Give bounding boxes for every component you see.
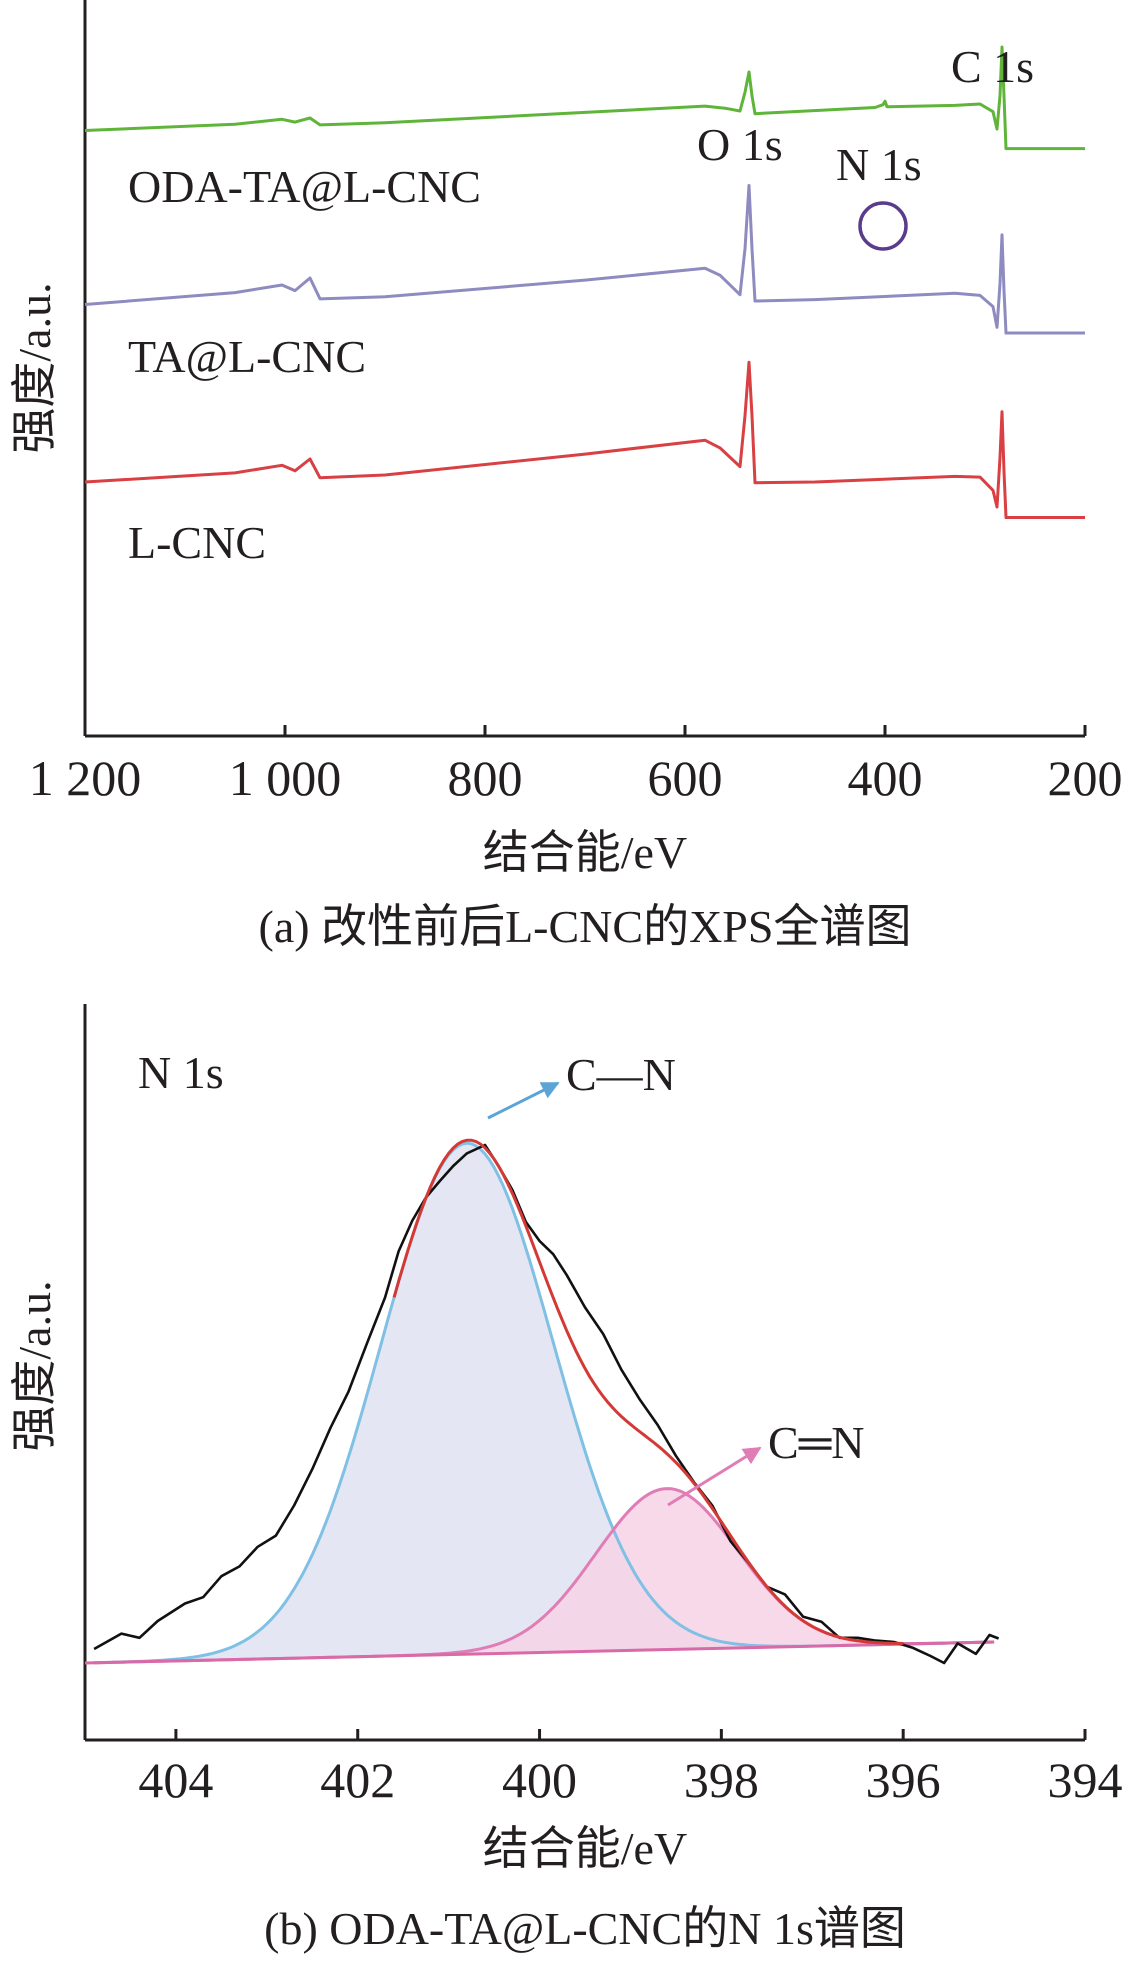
panel-a-annotation-c1s: C 1s [951, 41, 1034, 92]
panel-b-ticks: 404 402 400 398 396 394 [138, 1729, 1123, 1808]
panel-b-cn-label: C—N [566, 1049, 676, 1100]
panel-b-peak-c-dbl-n-fill [94, 1488, 995, 1663]
panel-a-x-tick-label: 200 [1048, 750, 1123, 806]
panel-b-peak-fills [94, 1143, 995, 1663]
panel-b-cn-arrow [487, 1081, 560, 1120]
panel-b-x-tick-label: 396 [866, 1752, 941, 1808]
panel-a-n1s-marker-circle [858, 201, 908, 251]
panel-b-xlabel: 结合能/eV [483, 1823, 687, 1874]
panel-b-caption: (b) ODA-TA@L-CNC的N 1s谱图 [264, 1903, 906, 1954]
panel-b-x-tick-label: 400 [502, 1752, 577, 1808]
panel-b-cdn-label: C═N [768, 1417, 865, 1468]
panel-a-series-label-oda: ODA-TA@L-CNC [128, 161, 481, 212]
panel-a-series-l-cnc-line [84, 360, 1085, 519]
panel-b-cdn-arrow [667, 1446, 762, 1507]
panel-b-x-tick-label: 394 [1048, 1752, 1123, 1808]
panel-a-annotation-o1s: O 1s [697, 119, 783, 170]
panel-b: 404 402 400 398 396 394 N 1s C—N C═N 结合能/eV 强… [9, 1004, 1123, 1954]
panel-a-x-tick-label: 400 [848, 750, 923, 806]
panel-a-series-oda-ta-l-cnc-line [84, 45, 1085, 151]
panel-a-caption: (a) 改性前后L-CNC的XPS全谱图 [259, 901, 912, 952]
panel-a-series-label-ta: TA@L-CNC [128, 331, 366, 382]
panel-a-x-tick-label: 1 000 [229, 750, 342, 806]
panel-b-baseline [84, 1640, 995, 1665]
panel-a-series-label-lcnc: L-CNC [128, 517, 266, 568]
panel-b-x-tick-label: 402 [320, 1752, 395, 1808]
panel-b-fit-envelope-line [392, 1138, 904, 1645]
panel-a-x-tick-label: 600 [648, 750, 723, 806]
panel-a-ylabel: 强度/a.u. [9, 282, 60, 453]
panel-b-x-tick-label: 404 [138, 1752, 213, 1808]
panel-a-x-tick-label: 1 200 [29, 750, 142, 806]
panel-a-series [84, 45, 1085, 519]
panel-b-ylabel: 强度/a.u. [9, 1280, 60, 1451]
panel-b-series [84, 1138, 1000, 1665]
panel-a-ticks: 1 200 1 000 800 600 400 200 [29, 725, 1123, 806]
panel-b-peak-c-n-fill [94, 1143, 995, 1663]
panel-b-x-tick-label: 398 [684, 1752, 759, 1808]
panel-a-annotation-n1s: N 1s [836, 139, 922, 190]
panel-a-x-tick-label: 800 [448, 750, 523, 806]
panel-b-raw-data-line [93, 1143, 1000, 1665]
panel-a: 1 200 1 000 800 600 400 200 ODA-TA@L-CNC TA@L… [9, 0, 1123, 952]
panel-a-xlabel: 结合能/eV [483, 827, 687, 878]
panel-b-panel-label: N 1s [138, 1047, 224, 1098]
panel-a-series-ta-l-cnc-line [84, 184, 1085, 335]
